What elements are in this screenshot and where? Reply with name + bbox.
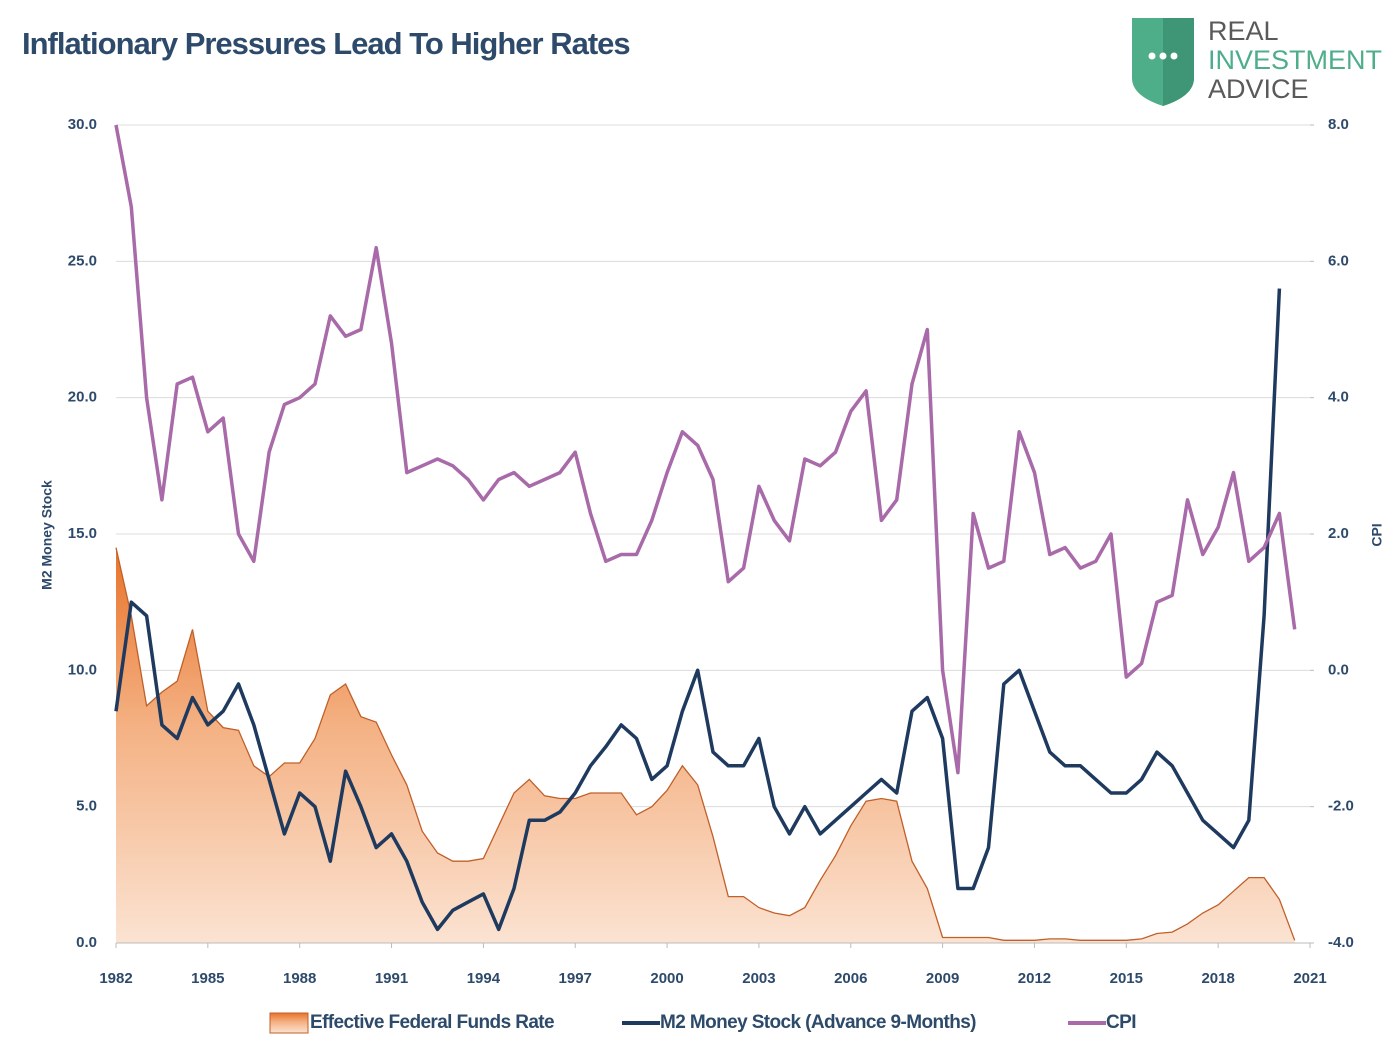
chart-title: Inflationary Pressures Lead To Higher Ra…: [22, 26, 630, 61]
x-tick-label: 2006: [834, 970, 867, 987]
x-tick-label: 1988: [283, 970, 316, 987]
x-tick-label: 2012: [1018, 970, 1051, 987]
legend-label: CPI: [1106, 1012, 1136, 1033]
x-tick-label: 2000: [650, 970, 683, 987]
x-tick-label: 1997: [559, 970, 592, 987]
logo-text: ADVICE: [1208, 74, 1309, 104]
x-tick-label: 1991: [375, 970, 408, 987]
y-tick-label: 5.0: [76, 798, 97, 815]
x-tick-label: 1985: [191, 970, 224, 987]
y-tick-label: 0.0: [76, 934, 97, 951]
y2-axis-label: CPI: [1369, 523, 1385, 546]
y2-tick-label: 2.0: [1328, 525, 1349, 542]
x-tick-label: 1982: [99, 970, 132, 987]
y2-tick-label: -2.0: [1328, 798, 1354, 815]
logo-text: REAL: [1208, 16, 1279, 46]
x-tick-label: 1994: [467, 970, 501, 987]
logo-dot: [1159, 52, 1167, 60]
y-axis-label: M2 Money Stock: [39, 480, 55, 590]
y2-tick-label: 0.0: [1328, 661, 1349, 678]
logo-shield-shade: [1163, 18, 1194, 106]
x-tick-label: 2003: [742, 970, 775, 987]
legend-label: Effective Federal Funds Rate: [310, 1012, 554, 1033]
x-tick-label: 2015: [1110, 970, 1143, 987]
y2-tick-label: 4.0: [1328, 389, 1349, 406]
series-line: [114, 124, 1297, 775]
y2-tick-label: -4.0: [1328, 934, 1354, 951]
logo-text: INVESTMENT: [1208, 45, 1382, 75]
y-tick-label: 30.0: [68, 116, 97, 133]
logo-dot: [1170, 52, 1178, 60]
logo: REAL INVESTMENT ADVICE: [1132, 16, 1382, 106]
y-tick-label: 25.0: [68, 252, 97, 269]
y-tick-label: 15.0: [68, 525, 97, 542]
legend-swatch: [269, 1012, 309, 1034]
logo-dot: [1148, 52, 1156, 60]
x-tick-label: 2021: [1293, 970, 1326, 987]
area-outline: [115, 547, 1296, 941]
legend-label: M2 Money Stock (Advance 9-Months): [660, 1012, 976, 1033]
y2-tick-label: 8.0: [1328, 116, 1349, 133]
x-tick-label: 2018: [1201, 970, 1234, 987]
y-tick-label: 10.0: [68, 661, 97, 678]
series-line: [114, 288, 1282, 932]
area-fill: [116, 547, 1295, 943]
x-tick-label: 2009: [926, 970, 959, 987]
y-tick-label: 20.0: [68, 389, 97, 406]
y2-tick-label: 6.0: [1328, 252, 1349, 269]
